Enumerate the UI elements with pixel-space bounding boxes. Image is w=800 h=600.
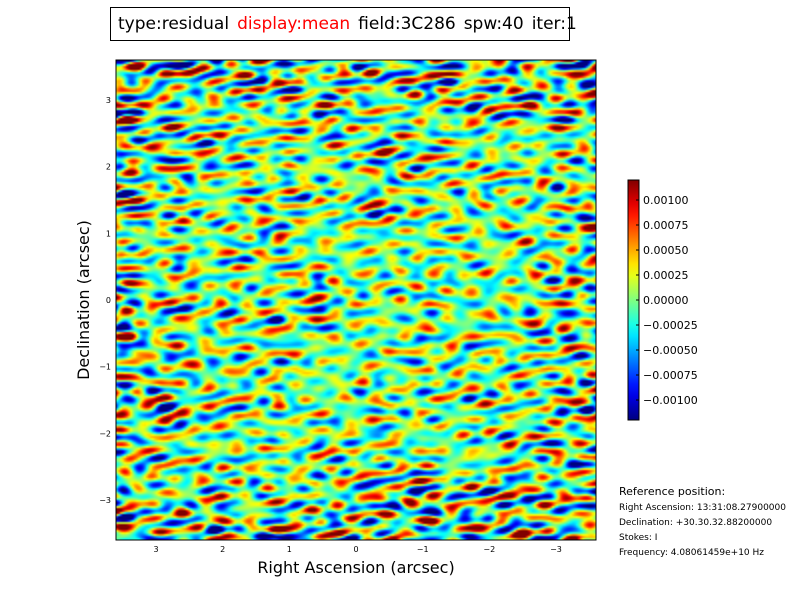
y-tick-label: 3: [106, 96, 111, 105]
title-iter: iter:1: [531, 14, 577, 34]
ref-dec: Declination: +30.30.32.88200000: [619, 518, 773, 528]
x-tick-label: 2: [220, 545, 225, 554]
x-tick-label: 0: [353, 545, 358, 554]
colorbar-tick-label: −0.00075: [643, 369, 698, 382]
title-field: field:3C286: [358, 14, 456, 34]
title-spw: spw:40: [463, 14, 524, 34]
colorbar-tick-label: 0.00000: [643, 294, 689, 307]
residual-image: [116, 60, 596, 540]
colorbar-tick-label: −0.00050: [643, 344, 698, 357]
ref-frequency: Frequency: 4.08061459e+10 Hz: [619, 548, 765, 558]
image-frame: [115, 59, 597, 541]
y-tick-label: 1: [106, 229, 111, 238]
y-tick-label: −2: [99, 429, 111, 438]
colorbar-tick-label: −0.00025: [643, 319, 698, 332]
y-tick-label: −3: [99, 496, 111, 505]
title-type: type:residual: [118, 14, 230, 34]
x-axis-title: Right Ascension (arcsec): [257, 558, 454, 577]
ref-stokes: Stokes: I: [619, 533, 658, 543]
y-tick-label: 0: [106, 296, 111, 305]
x-tick-label: 1: [287, 545, 292, 554]
x-tick-label: 3: [153, 545, 158, 554]
colorbar-tick-label: 0.00050: [643, 244, 689, 257]
reference-position: Reference position: Right Ascension: 13:…: [619, 484, 786, 561]
colorbar-tick-label: 0.00025: [643, 269, 689, 282]
colorbar-tick-label: 0.00100: [643, 194, 689, 207]
ref-title: Reference position:: [619, 485, 726, 498]
ref-ra: Right Ascension: 13:31:08.27900000: [619, 503, 786, 513]
x-tick-label: −1: [417, 545, 429, 554]
y-tick-label: −1: [99, 363, 111, 372]
title-display: display:mean: [237, 14, 351, 34]
x-tick-label: −3: [550, 545, 562, 554]
x-tick-label: −2: [483, 545, 495, 554]
colorbar-tick-label: 0.00075: [643, 219, 689, 232]
y-axis-title: Declination (arcsec): [74, 220, 93, 380]
y-tick-label: 2: [106, 163, 111, 172]
title-box: type:residual display:mean field:3C286 s…: [110, 7, 577, 41]
colorbar-tick-label: −0.00100: [643, 394, 698, 407]
